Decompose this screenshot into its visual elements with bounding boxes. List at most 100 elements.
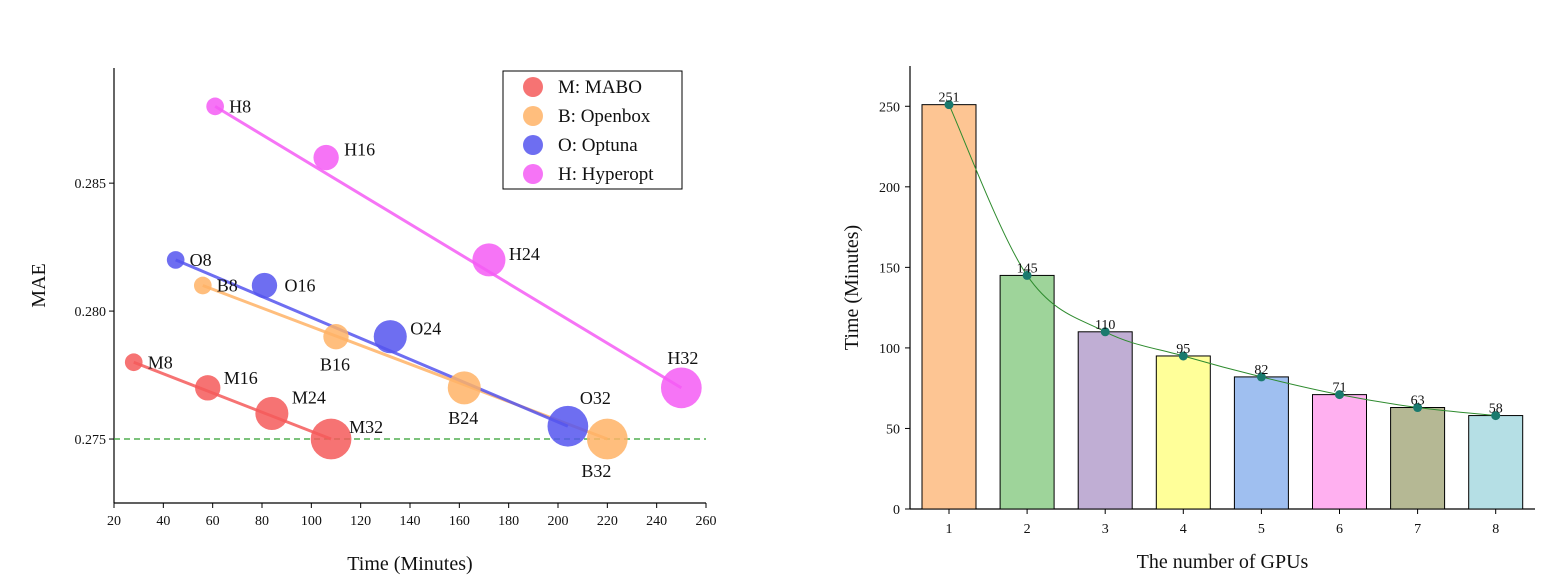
bar — [1233, 376, 1289, 510]
point-label: B32 — [581, 461, 611, 481]
bubble-point — [472, 243, 506, 277]
trend-marker — [1256, 372, 1266, 382]
point-label: O24 — [410, 319, 441, 339]
trend-line — [214, 105, 683, 390]
legend-marker — [523, 106, 543, 126]
bar — [1468, 415, 1524, 510]
legend-label: M: MABO — [558, 77, 642, 98]
scatter-chart: 20 40 60 80 100 120 140 160 180 200 220 240 260 0.275… — [28, 68, 717, 575]
legend-marker — [523, 77, 543, 97]
x-tick-label: 1 — [946, 522, 953, 537]
point-label: B8 — [217, 276, 238, 296]
trend-marker — [1022, 270, 1032, 280]
y-tick-label: 0.280 — [75, 305, 107, 320]
bar-value-labels: 251 145 110 95 82 71 63 58 — [939, 91, 1503, 417]
x-tick-label: 100 — [301, 514, 322, 529]
x-tick-label: 3 — [1102, 522, 1109, 537]
trend-marker — [1491, 411, 1501, 421]
bubble-point — [255, 396, 289, 430]
x-tick-label: 120 — [350, 514, 371, 529]
bar-chart: 0 50 100 150 200 250 1 2 3 4 5 6 7 8 251 145 110 95 82 71 6… — [841, 66, 1535, 573]
bars — [921, 104, 1524, 510]
trend-marker — [1178, 351, 1188, 361]
x-tick-label: 260 — [696, 514, 717, 529]
bar-value-label: 251 — [939, 91, 960, 106]
scatter-y-axis-title: MAE — [28, 263, 50, 307]
bar-value-label: 110 — [1095, 318, 1115, 333]
x-tick-label: 160 — [449, 514, 470, 529]
bar — [1077, 331, 1133, 510]
y-tick-label: 250 — [879, 100, 900, 115]
x-tick-label: 20 — [107, 514, 121, 529]
bubble-point — [310, 418, 352, 460]
bubble-point — [195, 375, 221, 401]
bar-value-label: 82 — [1254, 363, 1268, 378]
bar — [999, 274, 1055, 510]
x-tick-label: 220 — [597, 514, 618, 529]
point-label: B16 — [320, 355, 350, 375]
trend-line — [133, 360, 332, 441]
bar-trend-line — [944, 100, 1501, 421]
bubble-point — [586, 418, 628, 460]
x-tick-label: 240 — [646, 514, 667, 529]
point-label: H24 — [509, 244, 540, 264]
x-tick-label: 7 — [1414, 522, 1421, 537]
bar — [921, 104, 977, 510]
bubble-point — [193, 276, 212, 295]
x-tick-label: 4 — [1180, 522, 1187, 537]
point-label: O32 — [580, 388, 611, 408]
legend-marker — [523, 135, 543, 155]
scatter-legend: M: MABO B: Openbox O: Optuna H: Hyperopt — [502, 70, 683, 190]
scatter-axes: 20 40 60 80 100 120 140 160 180 200 220 240 260 0.275… — [75, 68, 717, 529]
trend-marker — [944, 100, 954, 110]
y-tick-label: 200 — [879, 181, 900, 196]
legend-label: H: Hyperopt — [558, 164, 654, 185]
scatter-x-axis-title: Time (Minutes) — [347, 553, 472, 575]
y-tick-label: 0 — [893, 503, 900, 518]
scatter-trend-lines — [133, 105, 683, 441]
bubble-point — [373, 320, 407, 354]
legend-marker — [523, 164, 543, 184]
bar-value-label: 95 — [1176, 342, 1190, 357]
point-label: M16 — [224, 368, 258, 388]
legend-label: B: Openbox — [558, 106, 651, 127]
bubble-point — [660, 367, 702, 409]
x-tick-label: 200 — [548, 514, 569, 529]
x-tick-label: 140 — [400, 514, 421, 529]
bar — [1312, 394, 1367, 510]
point-label: H8 — [229, 96, 251, 116]
x-tick-label: 8 — [1492, 522, 1499, 537]
point-label: H16 — [344, 140, 375, 160]
bubble-point — [206, 97, 224, 116]
point-label: M32 — [349, 417, 383, 437]
x-tick-label: 40 — [156, 514, 170, 529]
bar-value-label: 58 — [1489, 402, 1503, 417]
bar-y-axis-title: Time (Minutes) — [841, 225, 863, 350]
point-label: O8 — [190, 250, 212, 270]
bar — [1155, 355, 1211, 510]
y-tick-label: 150 — [879, 261, 900, 276]
x-tick-label: 6 — [1336, 522, 1343, 537]
x-tick-label: 2 — [1024, 522, 1031, 537]
trend-marker — [1100, 327, 1110, 337]
scatter-point-labels: M8 M16 M24 M32 B8 B16 B24 B32 O8 O16 O24 O32 H8 H16 H2… — [148, 96, 699, 481]
point-label: M8 — [148, 352, 173, 372]
bubble-point — [313, 144, 339, 171]
bar-x-axis-title: The number of GPUs — [1137, 551, 1309, 573]
bar-value-label: 71 — [1333, 381, 1347, 396]
legend-label: O: Optuna — [558, 135, 638, 156]
bubble-point — [124, 353, 143, 372]
point-label: O16 — [284, 276, 315, 296]
trend-marker — [1413, 403, 1423, 413]
x-tick-label: 80 — [255, 514, 269, 529]
y-tick-label: 0.275 — [75, 433, 107, 448]
point-label: B24 — [448, 408, 478, 428]
trend-marker — [1335, 390, 1344, 400]
bar — [1390, 407, 1446, 510]
bar-value-label: 63 — [1411, 394, 1425, 409]
y-tick-label: 50 — [886, 422, 900, 437]
bubble-point — [251, 272, 278, 299]
x-tick-label: 5 — [1258, 522, 1265, 537]
trend-line — [175, 258, 569, 428]
